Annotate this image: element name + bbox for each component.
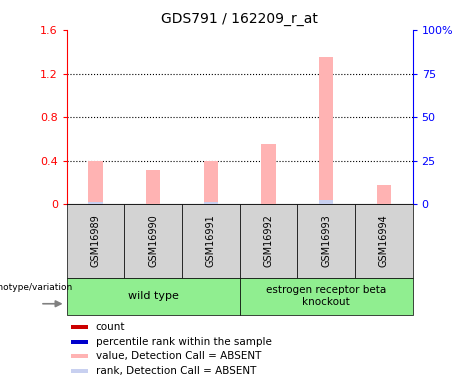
Bar — [204, 202, 218, 204]
Bar — [319, 200, 333, 204]
Text: GSM16989: GSM16989 — [91, 214, 100, 267]
Bar — [71, 354, 88, 358]
Text: count: count — [95, 322, 125, 332]
Bar — [71, 339, 88, 344]
Bar — [204, 161, 218, 204]
Text: GSM16993: GSM16993 — [321, 214, 331, 267]
Bar — [89, 202, 103, 204]
Bar — [297, 204, 355, 278]
Bar — [182, 204, 240, 278]
Title: GDS791 / 162209_r_at: GDS791 / 162209_r_at — [161, 12, 318, 26]
Bar — [261, 144, 276, 204]
Text: percentile rank within the sample: percentile rank within the sample — [95, 337, 272, 346]
Text: wild type: wild type — [128, 291, 179, 301]
Bar — [71, 369, 88, 373]
Text: estrogen receptor beta
knockout: estrogen receptor beta knockout — [266, 285, 386, 307]
Bar — [377, 185, 391, 204]
Text: genotype/variation: genotype/variation — [0, 284, 73, 292]
Text: GSM16992: GSM16992 — [264, 214, 273, 267]
Bar — [146, 170, 160, 204]
Bar — [355, 204, 413, 278]
Bar — [67, 204, 124, 278]
Text: GSM16990: GSM16990 — [148, 214, 158, 267]
Bar — [67, 278, 240, 315]
Text: GSM16991: GSM16991 — [206, 214, 216, 267]
Bar — [240, 278, 413, 315]
Text: GSM16994: GSM16994 — [379, 214, 389, 267]
Bar — [71, 325, 88, 329]
Bar — [124, 204, 182, 278]
Bar — [319, 57, 333, 204]
Bar — [240, 204, 297, 278]
Text: value, Detection Call = ABSENT: value, Detection Call = ABSENT — [95, 351, 261, 361]
Bar — [89, 161, 103, 204]
Text: rank, Detection Call = ABSENT: rank, Detection Call = ABSENT — [95, 366, 256, 375]
